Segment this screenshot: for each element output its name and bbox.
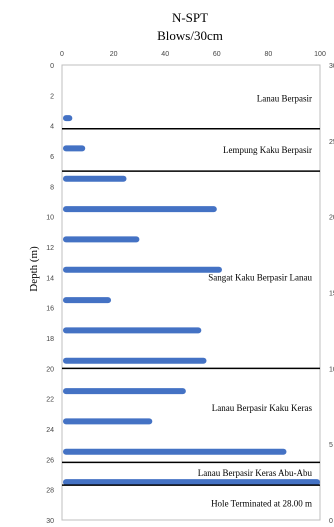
bar <box>63 418 153 425</box>
bar <box>63 388 186 395</box>
y-tick-label: 30 <box>46 518 54 525</box>
y-tick-label: 22 <box>46 397 54 404</box>
chart-subtitle: Blows/30cm <box>157 28 223 43</box>
bar <box>63 479 320 486</box>
x-tick-label: 60 <box>213 51 221 58</box>
bar <box>63 357 207 364</box>
x-tick-label: 20 <box>110 51 118 58</box>
bar <box>63 327 202 334</box>
bar <box>63 175 127 182</box>
layer-annotations: Lanau Berpasir Lempung Kaku Berpasir Sanga… <box>198 93 313 508</box>
bar <box>63 115 73 122</box>
x-tick-label: 0 <box>60 51 64 58</box>
right-axis-ticks: 30 25 20 15 10 5 0 <box>329 63 334 525</box>
y-tick-label: 10 <box>46 215 54 222</box>
layer-label: Lanau Berpasir Kaku Keras <box>212 403 313 413</box>
y-tick-label: 14 <box>46 275 54 282</box>
right-tick-label: 5 <box>329 442 333 449</box>
right-tick-label: 25 <box>329 139 334 146</box>
x-tick-label: 80 <box>265 51 273 58</box>
layer-label: Lempung Kaku Berpasir <box>223 145 312 155</box>
layer-label: Lanau Berpasir <box>257 93 312 103</box>
y-tick-label: 24 <box>46 427 54 434</box>
chart-title: N-SPT <box>172 10 208 25</box>
y-tick-label: 20 <box>46 366 54 373</box>
right-tick-label: 15 <box>329 291 334 298</box>
bar <box>63 145 86 152</box>
bar <box>63 266 222 273</box>
bar <box>63 236 140 243</box>
y-tick-label: 28 <box>46 488 54 495</box>
y-tick-label: 0 <box>50 63 54 70</box>
y-axis-label: Depth (m) <box>28 246 40 292</box>
y-tick-label: 4 <box>50 124 54 131</box>
bar <box>63 297 112 304</box>
y-tick-label: 26 <box>46 457 54 464</box>
x-tick-label: 100 <box>314 51 326 58</box>
right-tick-label: 20 <box>329 215 334 222</box>
y-tick-label: 12 <box>46 245 54 252</box>
layer-label: Lanau Berpasir Keras Abu-Abu <box>198 468 313 478</box>
bar <box>63 206 217 213</box>
y-tick-label: 16 <box>46 306 54 313</box>
y-tick-label: 6 <box>50 154 54 161</box>
x-axis-ticks: 0 20 40 60 80 100 <box>60 51 326 58</box>
bar-series <box>63 115 320 486</box>
y-tick-label: 2 <box>50 93 54 100</box>
right-tick-label: 0 <box>329 518 333 525</box>
layer-boundaries <box>62 127 320 486</box>
y-tick-label: 18 <box>46 336 54 343</box>
x-tick-label: 40 <box>161 51 169 58</box>
plot-area <box>61 64 321 521</box>
layer-label: Sangat Kaku Berpasir Lanau <box>208 272 312 282</box>
bar <box>63 448 287 455</box>
layer-label: Hole Terminated at 28.00 m <box>211 498 312 508</box>
y-tick-label: 8 <box>50 184 54 191</box>
right-tick-label: 30 <box>329 63 334 70</box>
right-tick-label: 10 <box>329 366 334 373</box>
